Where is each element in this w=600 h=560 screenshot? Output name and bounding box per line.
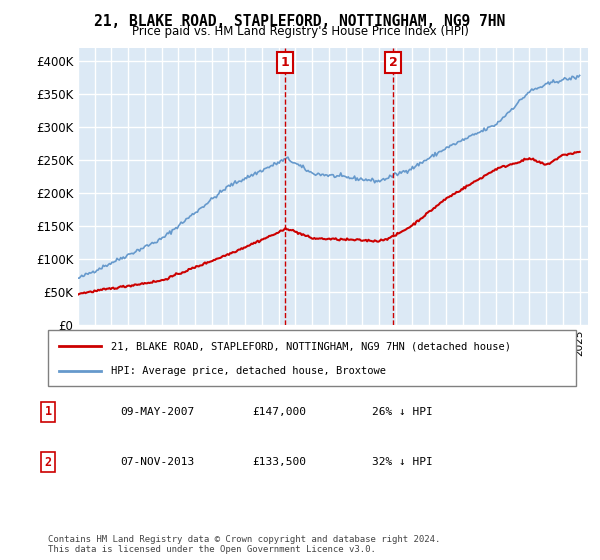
- Text: 1: 1: [44, 405, 52, 418]
- Text: £133,500: £133,500: [252, 457, 306, 467]
- Text: 1: 1: [280, 56, 289, 69]
- Text: 2: 2: [44, 455, 52, 469]
- Text: 21, BLAKE ROAD, STAPLEFORD, NOTTINGHAM, NG9 7HN: 21, BLAKE ROAD, STAPLEFORD, NOTTINGHAM, …: [94, 14, 506, 29]
- Text: 21, BLAKE ROAD, STAPLEFORD, NOTTINGHAM, NG9 7HN (detached house): 21, BLAKE ROAD, STAPLEFORD, NOTTINGHAM, …: [112, 341, 511, 351]
- Text: £147,000: £147,000: [252, 407, 306, 417]
- Text: Contains HM Land Registry data © Crown copyright and database right 2024.
This d: Contains HM Land Registry data © Crown c…: [48, 535, 440, 554]
- Text: 32% ↓ HPI: 32% ↓ HPI: [372, 457, 433, 467]
- Text: HPI: Average price, detached house, Broxtowe: HPI: Average price, detached house, Brox…: [112, 366, 386, 376]
- Text: 26% ↓ HPI: 26% ↓ HPI: [372, 407, 433, 417]
- Text: 09-MAY-2007: 09-MAY-2007: [120, 407, 194, 417]
- Text: 2: 2: [389, 56, 398, 69]
- Text: Price paid vs. HM Land Registry's House Price Index (HPI): Price paid vs. HM Land Registry's House …: [131, 25, 469, 38]
- Text: 07-NOV-2013: 07-NOV-2013: [120, 457, 194, 467]
- FancyBboxPatch shape: [48, 330, 576, 386]
